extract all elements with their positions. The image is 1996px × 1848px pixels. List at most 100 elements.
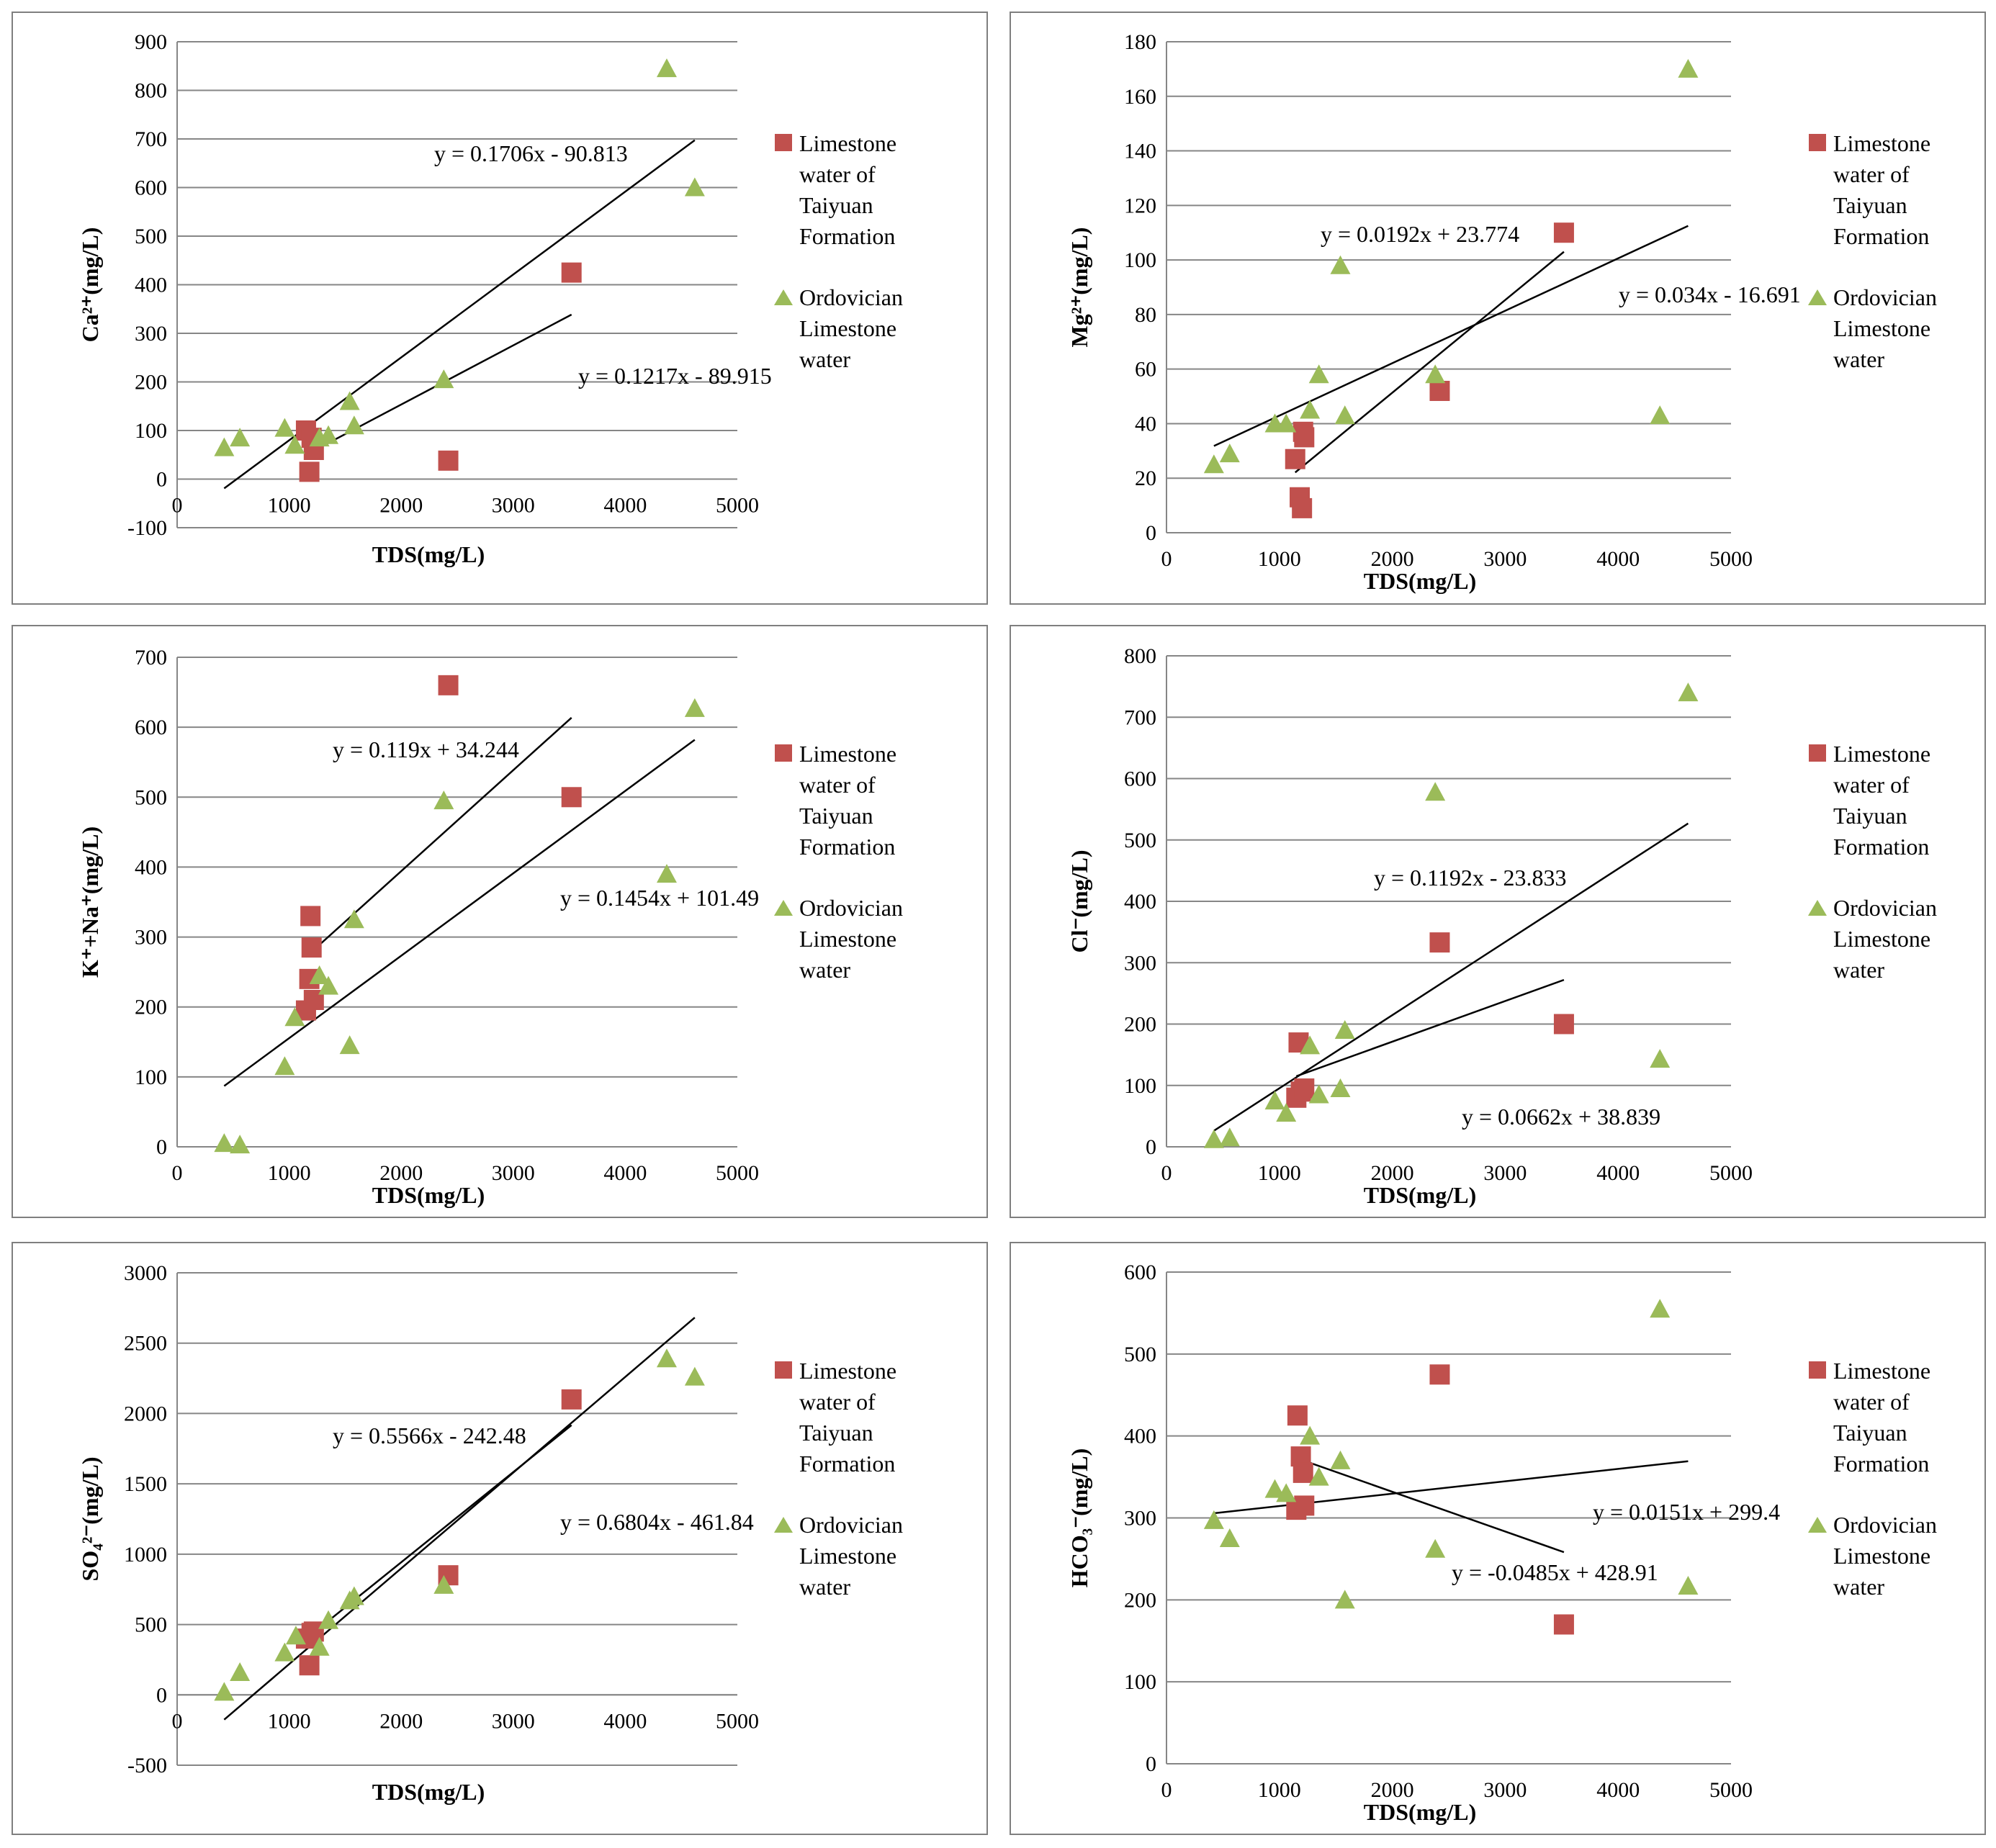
legend-entry-ordovician: Ordovician Limestone water	[772, 893, 988, 986]
data-point-taiyuan	[1294, 1078, 1315, 1099]
equation-label: y = 0.1192x - 23.833	[1374, 865, 1567, 891]
y-tick-label: 100	[135, 419, 167, 443]
data-point-taiyuan	[301, 937, 322, 958]
equation-label: y = 0.0662x + 38.839	[1462, 1104, 1660, 1130]
legend-text: water of	[1833, 161, 1910, 187]
legend-entry-taiyuan: Limestone water of Taiyuan Formation	[1806, 128, 1996, 252]
y-tick-label: 140	[1124, 140, 1156, 163]
y-tick-label: 100	[135, 1065, 167, 1089]
chart-cl: 0 100 200 300 400 500 600 700 800 0 1000 2000 3000 40…	[1066, 644, 1753, 1208]
equation-label: y = 0.0192x + 23.774	[1321, 221, 1519, 247]
y-tick-label: 900	[135, 30, 167, 54]
legend-text: water	[799, 957, 851, 983]
chart-panel-kna: 0 100 200 300 400 500 600 700 0 1000 2000 3000 4000 5…	[12, 625, 988, 1218]
y-tick-label: 0	[156, 1683, 167, 1707]
y-axis-title: SO₄²⁻(mg/L)	[77, 1457, 103, 1582]
data-point-ordovician	[433, 790, 454, 810]
legend-entry-ordovician: Ordovician Limestone water	[1806, 893, 1996, 986]
equation-label: y = 0.5566x - 242.48	[333, 1423, 526, 1448]
data-point-ordovician	[214, 437, 235, 456]
triangle-marker-icon	[774, 900, 793, 916]
triangle-marker-icon	[774, 1517, 793, 1533]
y-tick-label: 40	[1135, 412, 1156, 436]
chart-panel-ca: -100 0 100 200 300 400 500 600 700 800 900 0 1000 200…	[12, 12, 988, 605]
data-point-ordovician	[1203, 1129, 1224, 1148]
y-tick-label: 300	[135, 322, 167, 346]
legend-text: Limestone	[799, 315, 897, 341]
triangle-marker-icon	[1808, 1517, 1827, 1533]
y-axis-title: Cl⁻(mg/L)	[1066, 849, 1092, 952]
legend-entry-taiyuan: Limestone water of Taiyuan Formation	[1806, 1356, 1996, 1479]
legend-text: water	[1833, 1574, 1885, 1600]
data-point-ordovician	[1276, 1483, 1297, 1502]
data-point-ordovician	[1678, 58, 1699, 78]
x-tick-label: 2000	[1371, 1161, 1414, 1185]
trendline	[1295, 978, 1565, 1078]
legend-text: Limestone	[799, 130, 897, 156]
data-point-ordovician	[656, 1348, 677, 1368]
y-tick-label: 200	[1124, 1588, 1156, 1612]
x-axis-title: TDS(mg/L)	[1364, 568, 1476, 594]
data-point-taiyuan	[1429, 1364, 1450, 1385]
x-tick-label: 0	[1161, 1778, 1172, 1802]
x-tick-label: 4000	[1596, 1161, 1640, 1185]
legend-text: Limestone	[799, 1543, 897, 1569]
legend-text: Taiyuan	[799, 1420, 873, 1446]
data-point-ordovician	[1264, 1091, 1285, 1110]
data-point-ordovician	[230, 428, 251, 447]
legend-text: Limestone	[799, 1358, 897, 1384]
y-tick-label: 500	[135, 785, 167, 809]
data-point-ordovician	[433, 1574, 454, 1594]
legend-text: Taiyuan	[799, 192, 873, 218]
legend-entry-ordovician: Ordovician Limestone water	[772, 282, 988, 375]
y-tick-label: 500	[135, 1613, 167, 1637]
y-tick-label: 400	[135, 274, 167, 297]
y-tick-label: 2500	[124, 1332, 167, 1356]
y-tick-label: 0	[1146, 1135, 1156, 1159]
data-point-ordovician	[1330, 1450, 1351, 1469]
legend: Limestone water of Taiyuan Formation Ord…	[1806, 1356, 1996, 1633]
equation-label: y = 0.6804x - 461.84	[560, 1509, 754, 1535]
legend-text: Limestone	[799, 926, 897, 952]
data-point-taiyuan	[299, 461, 320, 482]
y-tick-label: 3000	[124, 1261, 167, 1285]
data-point-ordovician	[1330, 255, 1351, 274]
data-point-taiyuan	[1292, 497, 1313, 518]
legend: Limestone water of Taiyuan Formation Ord…	[772, 739, 988, 1016]
y-tick-label: 200	[1124, 1013, 1156, 1037]
data-point-ordovician	[1308, 364, 1329, 384]
x-tick-label: 3000	[492, 1161, 535, 1185]
x-tick-label: 1000	[268, 1709, 311, 1733]
data-point-ordovician	[684, 698, 705, 717]
trendline	[1213, 225, 1689, 447]
data-point-ordovician	[1264, 1479, 1285, 1498]
data-point-ordovician	[285, 1626, 306, 1645]
legend-text: Formation	[799, 834, 896, 860]
data-point-ordovician	[1219, 1127, 1240, 1147]
y-tick-label: 0	[1146, 521, 1156, 545]
square-marker-icon	[1809, 744, 1826, 762]
legend-text: water	[1833, 346, 1885, 372]
y-tick-label: 400	[1124, 1425, 1156, 1448]
y-tick-label: 0	[156, 468, 167, 492]
y-tick-label: 400	[135, 855, 167, 879]
data-point-ordovician	[1219, 1528, 1240, 1547]
x-tick-label: 1000	[1258, 1778, 1301, 1802]
data-point-ordovician	[656, 58, 677, 78]
data-point-ordovician	[1219, 443, 1240, 463]
x-tick-label: 5000	[1709, 1778, 1753, 1802]
data-point-ordovician	[1308, 1466, 1329, 1486]
data-point-ordovician	[284, 1007, 305, 1027]
trendline	[1294, 251, 1565, 474]
legend-text: Limestone	[1833, 926, 1931, 952]
x-tick-label: 2000	[1371, 547, 1414, 571]
data-point-ordovician	[1300, 1035, 1321, 1055]
equation-label: y = 0.034x - 16.691	[1619, 281, 1801, 307]
data-point-taiyuan	[300, 906, 321, 927]
data-point-taiyuan	[1287, 1405, 1308, 1426]
equation-label: y = 0.1454x + 101.49	[560, 885, 759, 911]
data-point-ordovician	[1300, 400, 1321, 419]
chart-mg: 0 20 40 60 80 100 120 140 160 180 0 1000 2000 3000 400…	[1066, 30, 1801, 594]
legend-entry-ordovician: Ordovician Limestone water	[1806, 1510, 1996, 1603]
data-point-ordovician	[1425, 364, 1446, 384]
